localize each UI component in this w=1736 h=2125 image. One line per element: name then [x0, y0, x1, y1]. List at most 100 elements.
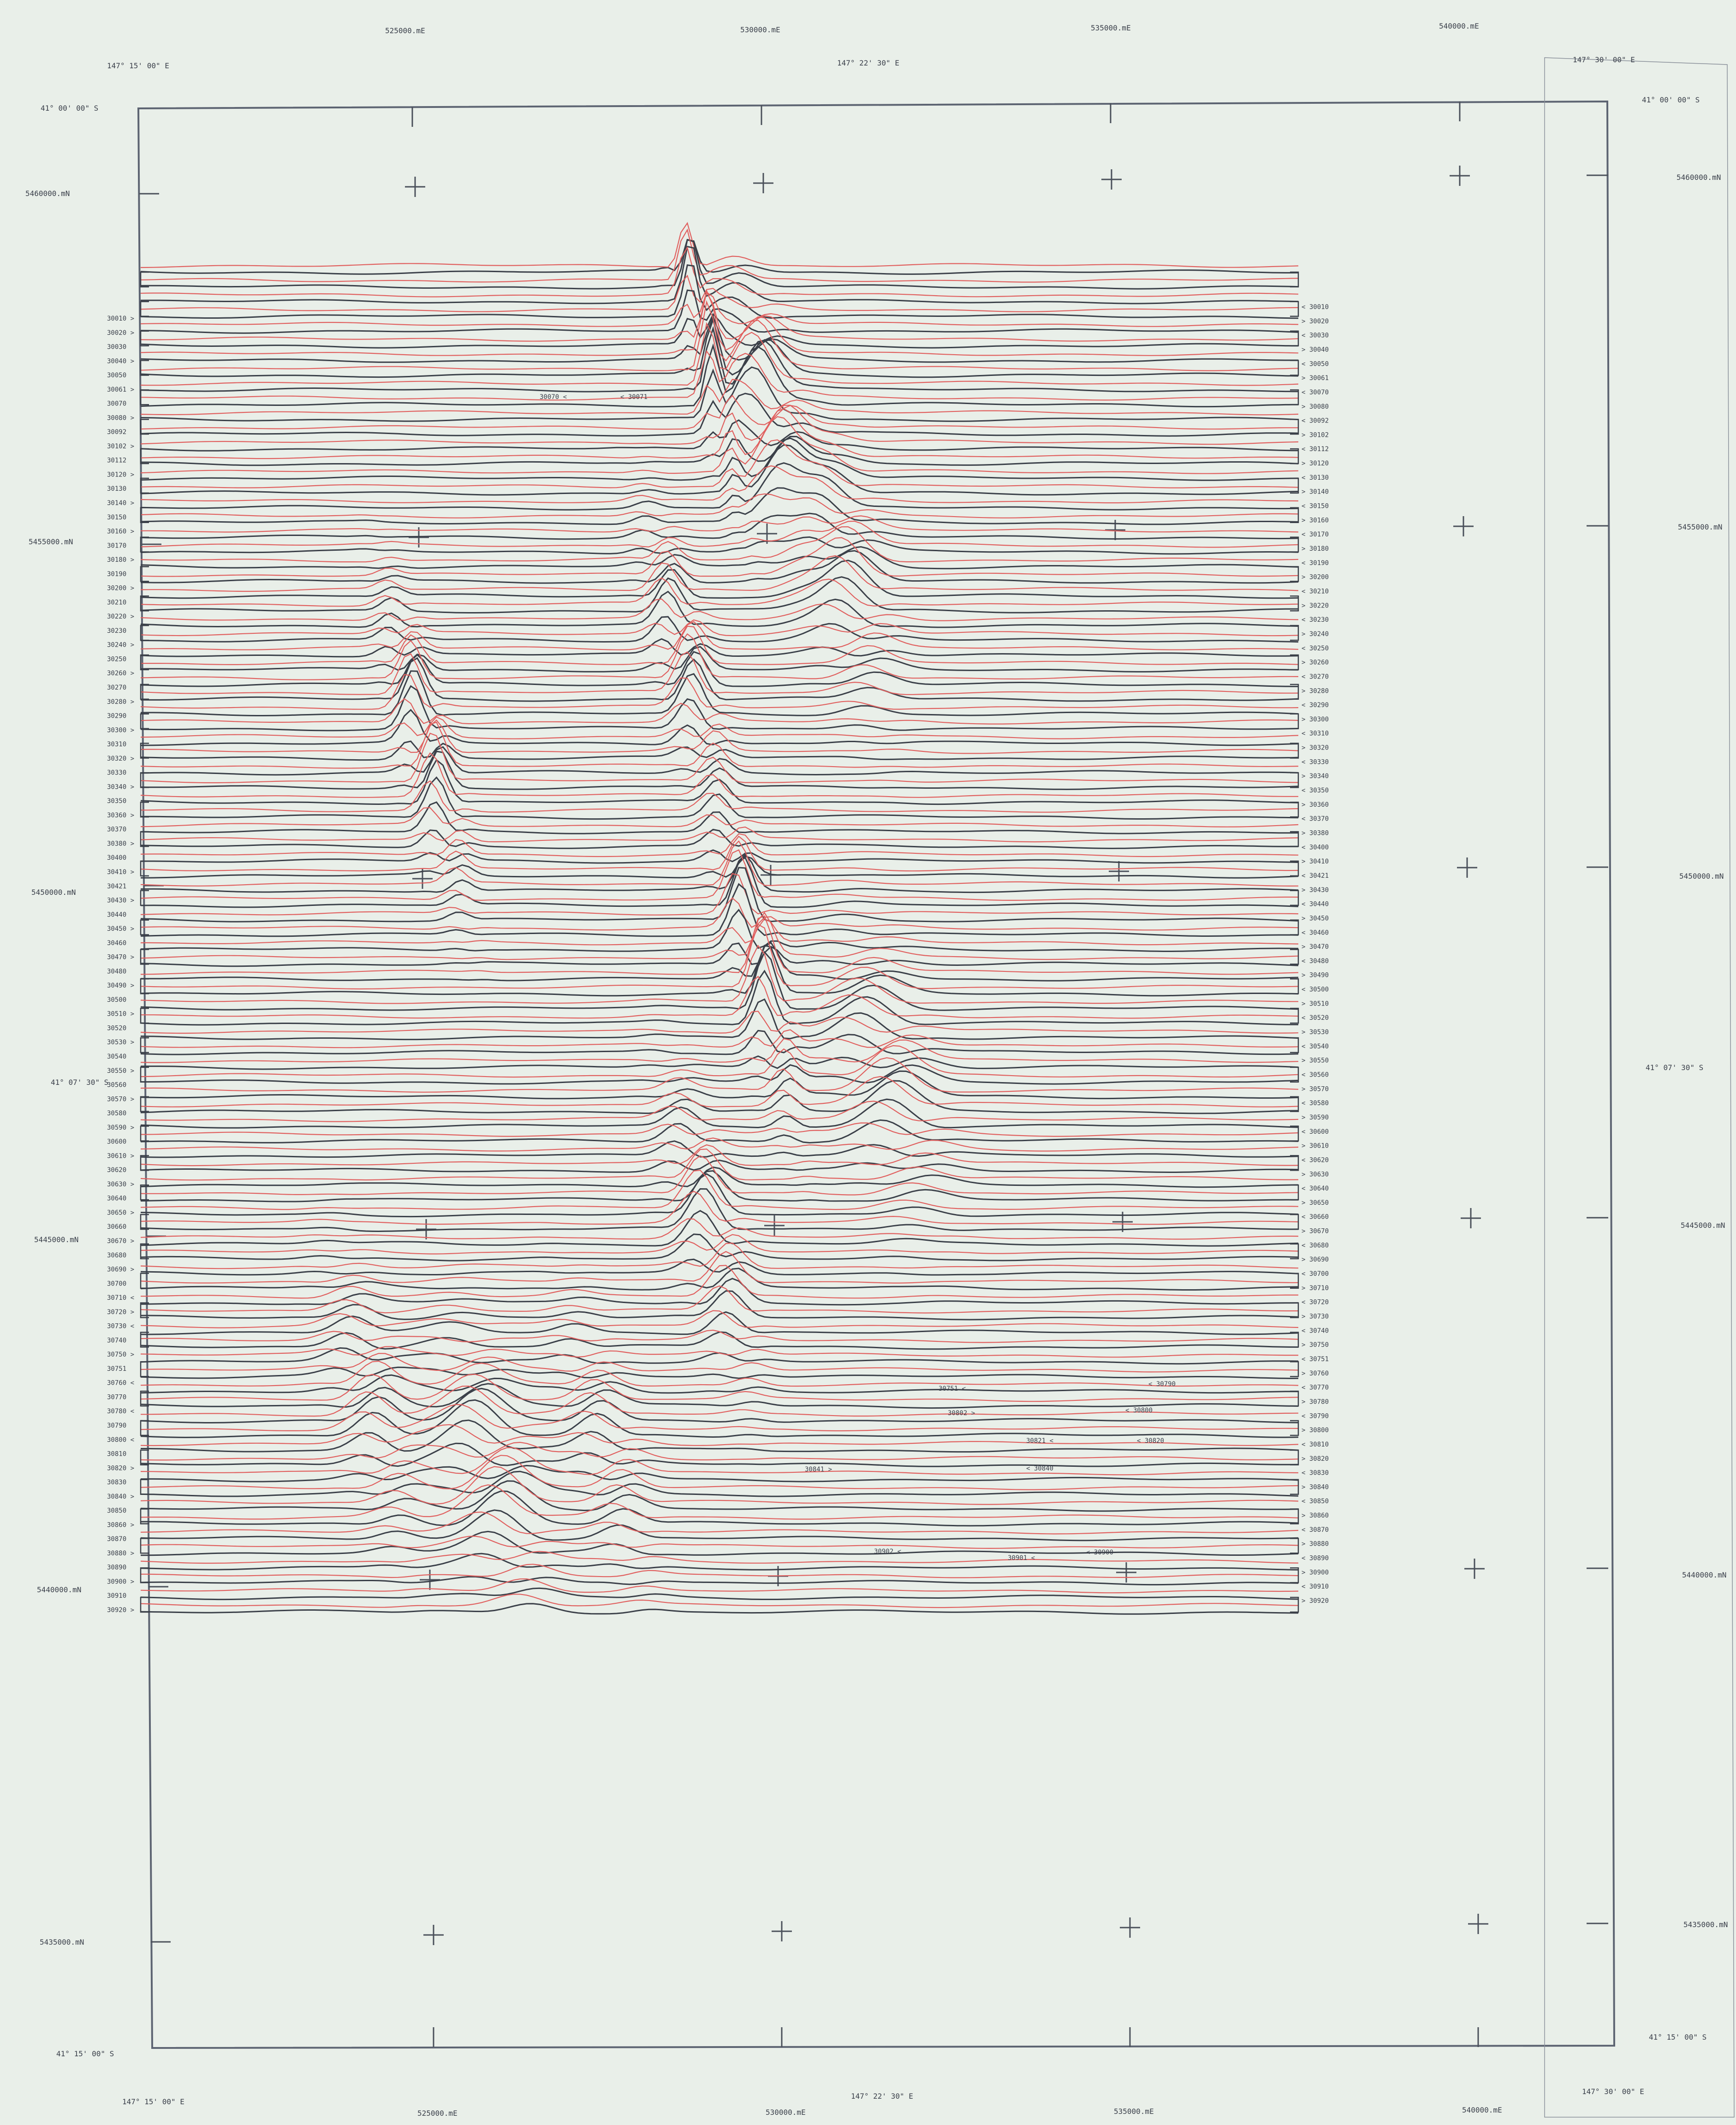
profile-trace-red: [140, 1144, 1299, 1167]
line-label-left: 30680: [107, 1252, 126, 1259]
line-label-interior: 30751 <: [939, 1385, 966, 1393]
line-label-right: > 30140: [1302, 488, 1329, 496]
line-label-interior: < 30840: [1026, 1465, 1053, 1472]
profile-trace-red: [140, 274, 1299, 312]
profile-trace-red: [141, 976, 1299, 1019]
left-bracket: [140, 831, 149, 847]
profile-trace-red: [140, 520, 1299, 548]
right-bracket: [1290, 1273, 1299, 1289]
profile-trace-dark: [140, 1490, 1299, 1527]
profile-trace-red: [140, 716, 1299, 739]
profile-trace-dark: [140, 343, 1298, 408]
line-label-left: 30370: [107, 826, 126, 833]
easting-labels-top: 525000.mE 530000.mE 535000.mE 540000.mE: [385, 22, 1479, 35]
line-label-right: > 30750: [1302, 1341, 1329, 1349]
line-label-right: < 30720: [1302, 1299, 1329, 1306]
profile-trace-red: [140, 1551, 1299, 1564]
northing-label: 5455000.mN: [29, 537, 73, 546]
northing-label: 5435000.mN: [1683, 1920, 1728, 1929]
line-label-left: 30751: [107, 1365, 126, 1373]
line-label-right: > 30450: [1302, 915, 1329, 922]
line-label-right: > 30102: [1302, 431, 1329, 439]
profile-trace-red: [140, 1346, 1298, 1358]
line-label-left: 30880 >: [107, 1550, 134, 1557]
line-label-right: > 30650: [1302, 1199, 1329, 1207]
profile-trace-dark: [141, 855, 1299, 879]
profile-trace-dark: [140, 366, 1299, 422]
right-bracket: [1290, 507, 1299, 523]
profile-trace-dark: [140, 1587, 1299, 1601]
profile-trace-dark: [140, 546, 1299, 570]
line-label-left: 30630 >: [107, 1181, 134, 1188]
profile-trace-red: [140, 1218, 1299, 1240]
profile-trace-red: [141, 1122, 1299, 1137]
profile-trace-dark: [140, 239, 1299, 290]
left-bracket: [140, 271, 149, 288]
profile-trace-dark: [140, 853, 1299, 893]
latitude-label: 41° 00' 00" S: [41, 104, 98, 113]
line-label-left: 30280 >: [107, 698, 134, 706]
profile-trace-red: [140, 1101, 1299, 1122]
line-label-left: 30890: [107, 1564, 126, 1571]
profile-trace-red: [140, 1137, 1299, 1152]
profile-trace-red: [140, 1536, 1299, 1549]
profile-trace-red: [140, 721, 1299, 769]
line-label-left: 30421: [107, 883, 126, 890]
left-line-labels: 30010 > 30020 > 30030 30040 > 30050 30061 > 30…: [107, 315, 134, 1614]
left-bracket: [140, 536, 149, 553]
left-bracket: [140, 1596, 149, 1613]
right-bracket: [1290, 360, 1299, 376]
profile-trace-dark: [140, 1170, 1299, 1202]
flight-line-brackets: [140, 271, 1299, 1613]
profile-trace-red: [140, 1251, 1298, 1284]
line-label-right: > 30470: [1302, 943, 1329, 951]
profile-trace-dark: [140, 750, 1299, 790]
profile-trace-red: [140, 1310, 1299, 1328]
profile-trace-dark: [140, 1553, 1299, 1571]
line-label-interior: 30841 >: [805, 1466, 832, 1473]
line-label-right: > 30510: [1302, 1000, 1329, 1007]
line-label-right: > 30780: [1302, 1399, 1329, 1406]
right-bracket: [1290, 1567, 1299, 1583]
line-label-left: 30270: [107, 684, 126, 691]
profile-trace-dark: [140, 1509, 1299, 1542]
profile-trace-dark: [141, 1064, 1299, 1085]
line-label-right: > 30280: [1302, 687, 1329, 695]
line-label-right: > 30590: [1302, 1114, 1329, 1121]
line-label-left: 30760 <: [107, 1380, 134, 1387]
profile-trace-red: [140, 515, 1299, 533]
line-label-right: < 30700: [1302, 1270, 1329, 1278]
line-label-interior: 30901 <: [1008, 1554, 1035, 1562]
line-label-left: 30310: [107, 741, 126, 748]
line-label-right: < 30790: [1302, 1412, 1329, 1420]
line-label-right: < 30600: [1302, 1128, 1329, 1136]
line-label-left: 30140 >: [107, 500, 134, 507]
northing-label: 5445000.mN: [1681, 1221, 1725, 1230]
line-label-left: 30470 >: [107, 954, 134, 961]
profile-trace-red: [140, 674, 1299, 710]
profile-trace-red: [140, 752, 1298, 798]
line-label-left: 30330: [107, 769, 126, 777]
line-label-left: 30480: [107, 968, 126, 975]
left-bracket: [140, 801, 149, 818]
profile-trace-dark: [140, 550, 1299, 584]
profile-trace-dark: [141, 941, 1299, 982]
profile-trace-red: [140, 1242, 1299, 1269]
line-label-left: 30440: [107, 911, 126, 918]
line-label-right: < 30210: [1302, 588, 1329, 595]
left-bracket: [140, 330, 149, 346]
left-bracket: [140, 477, 149, 494]
profile-trace-dark: [140, 393, 1299, 437]
right-bracket: [1290, 271, 1299, 288]
right-bracket: [1290, 1214, 1299, 1230]
line-label-left: 30070: [107, 400, 126, 408]
easting-label: 535000.mE: [1091, 24, 1131, 32]
line-label-right: < 30310: [1302, 730, 1329, 738]
profile-trace-dark: [140, 970, 1298, 1026]
line-label-right: > 30120: [1302, 460, 1329, 467]
profile-trace-red: [140, 619, 1299, 637]
profile-trace-red: [140, 537, 1299, 577]
line-label-left: 30460: [107, 940, 126, 947]
profile-trace-red: [141, 1385, 1299, 1417]
line-label-left: 30210: [107, 599, 126, 606]
